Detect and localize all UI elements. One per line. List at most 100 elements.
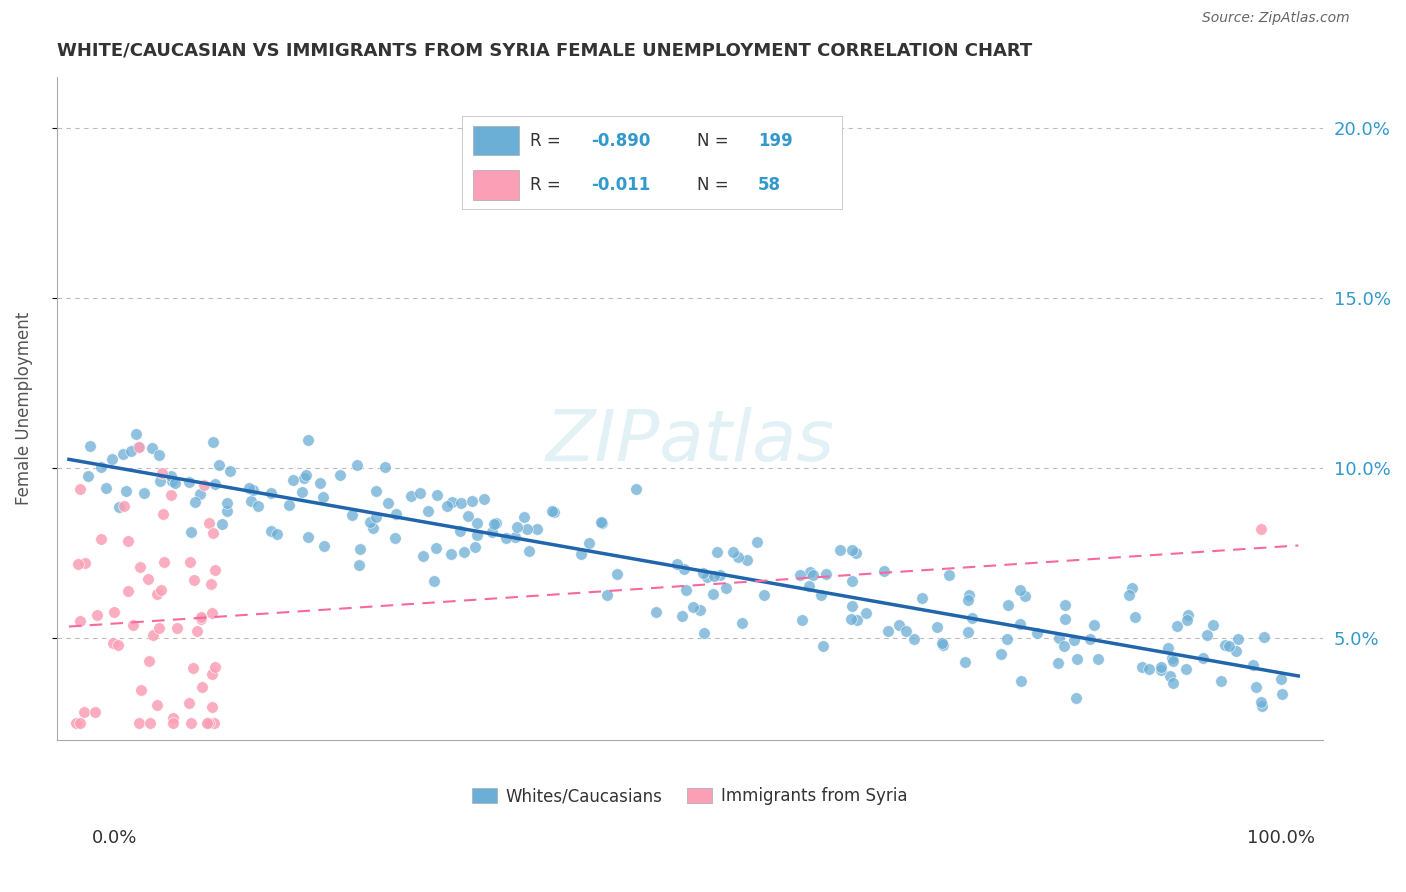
Point (682, 599, 704, 614)
Point (709, 567, 731, 582)
Point (472, 491, 495, 506)
Point (69, 483, 91, 497)
Point (706, 545, 728, 559)
Point (526, 522, 548, 536)
Point (127, 440, 149, 454)
Point (1125, 610, 1147, 624)
Point (138, 654, 160, 668)
Point (77, 469, 100, 483)
Point (218, 464, 240, 478)
Point (457, 508, 479, 523)
Point (361, 521, 384, 535)
Point (204, 716, 226, 731)
Point (1160, 651, 1182, 665)
Point (1218, 639, 1240, 653)
Point (1054, 612, 1077, 626)
Point (845, 546, 868, 560)
Point (799, 565, 821, 579)
Point (198, 516, 221, 530)
Point (148, 621, 170, 635)
Point (308, 475, 330, 490)
Point (1137, 662, 1160, 676)
Point (846, 613, 869, 627)
Point (66, 558, 89, 572)
Point (1064, 691, 1087, 706)
Point (517, 544, 540, 558)
Point (283, 473, 305, 487)
Point (385, 507, 408, 521)
Point (329, 468, 352, 483)
Point (128, 716, 150, 731)
Point (69, 614, 91, 628)
Text: 100.0%: 100.0% (1247, 829, 1315, 847)
Point (692, 566, 714, 581)
Point (90, 460, 112, 475)
Point (128, 440, 150, 454)
Point (828, 542, 851, 557)
Point (1087, 651, 1109, 665)
Point (1047, 631, 1070, 645)
Point (1175, 613, 1198, 627)
Point (449, 524, 471, 539)
Point (1083, 618, 1105, 632)
Point (364, 509, 387, 524)
Point (1121, 581, 1143, 595)
Point (107, 638, 129, 652)
Point (346, 458, 368, 472)
Point (162, 716, 184, 731)
Point (1159, 669, 1181, 683)
Point (117, 583, 139, 598)
Point (839, 612, 862, 626)
Point (735, 552, 758, 566)
Point (1008, 582, 1031, 597)
Point (160, 488, 183, 502)
Point (855, 607, 877, 621)
Point (179, 696, 201, 710)
Point (1161, 676, 1184, 690)
Point (485, 516, 508, 530)
Point (129, 560, 152, 574)
Point (188, 487, 211, 501)
Point (200, 577, 222, 591)
Point (125, 427, 148, 442)
Point (295, 467, 318, 482)
Point (889, 618, 911, 632)
Text: Source: ZipAtlas.com: Source: ZipAtlas.com (1202, 12, 1350, 25)
Point (152, 555, 174, 569)
Legend: Whites/Caucasians, Immigrants from Syria: Whites/Caucasians, Immigrants from Syria (465, 780, 914, 812)
Point (569, 547, 592, 561)
Point (96, 482, 118, 496)
Point (671, 608, 693, 623)
Point (291, 484, 314, 499)
Point (702, 587, 724, 601)
Point (689, 603, 711, 617)
Point (754, 588, 776, 602)
Point (238, 481, 260, 495)
Point (960, 611, 983, 625)
Point (1063, 632, 1085, 647)
Point (160, 469, 183, 483)
Point (425, 541, 447, 556)
Point (1166, 619, 1188, 633)
Point (1118, 588, 1140, 602)
Point (1213, 638, 1236, 652)
Point (146, 587, 169, 601)
Point (903, 632, 925, 646)
Point (995, 632, 1018, 647)
Text: WHITE/CAUCASIAN VS IMMIGRANTS FROM SYRIA FEMALE UNEMPLOYMENT CORRELATION CHART: WHITE/CAUCASIAN VS IMMIGRANTS FROM SYRIA… (56, 42, 1032, 60)
Point (211, 516, 233, 531)
Point (931, 636, 953, 650)
Point (260, 486, 283, 500)
Point (112, 499, 135, 513)
Point (1271, 687, 1294, 701)
Point (132, 486, 155, 500)
Point (409, 486, 432, 500)
Point (482, 517, 505, 532)
Point (65, 716, 87, 731)
Point (115, 483, 138, 498)
Point (1174, 662, 1197, 676)
Point (179, 555, 201, 569)
Point (186, 624, 208, 638)
Point (377, 496, 399, 510)
Point (990, 648, 1012, 662)
